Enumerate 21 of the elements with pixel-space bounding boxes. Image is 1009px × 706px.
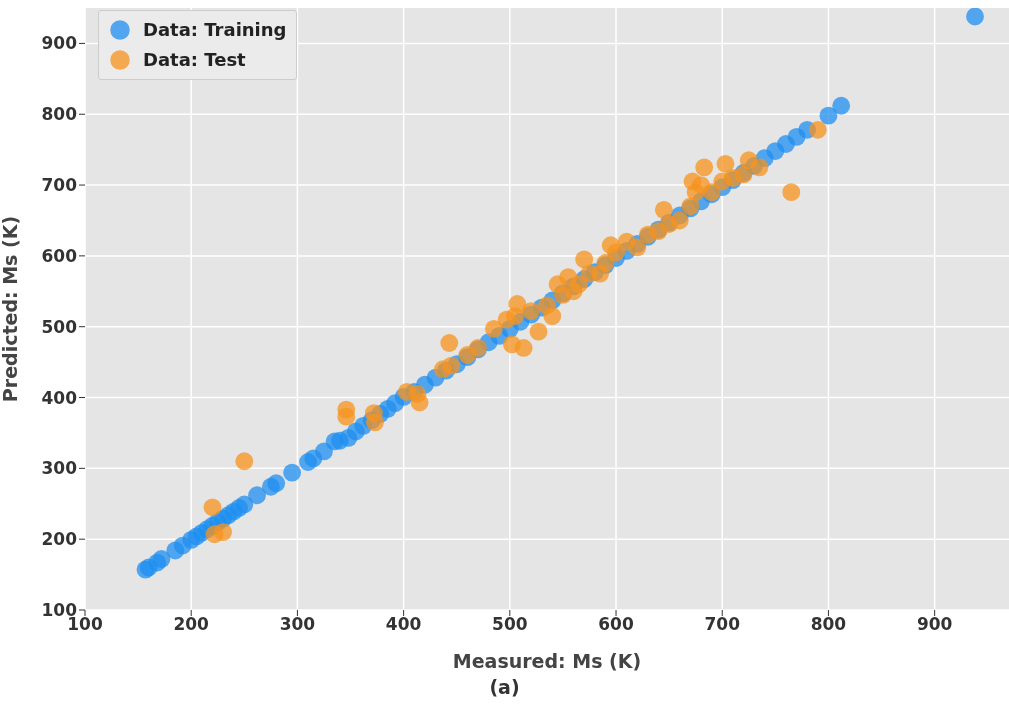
y-tick-label: 800	[41, 104, 78, 125]
x-tick-label: 400	[385, 614, 422, 635]
text: (a)	[488, 676, 521, 698]
y-tick-label: 700	[41, 175, 78, 196]
y-tick-label: 400	[41, 387, 78, 408]
y-tick-label: 600	[41, 245, 78, 266]
x-tick-label: 500	[492, 614, 528, 635]
x-tick-label: 300	[279, 614, 316, 635]
x-tick-label: 200	[173, 614, 210, 635]
y-tick-label: 900	[41, 33, 78, 54]
x-tick-label: 700	[704, 614, 741, 635]
x-tick-label: 600	[598, 614, 634, 635]
y-tick-label: 300	[41, 458, 78, 479]
y-tick-label: 200	[41, 529, 78, 550]
legend-label: Data: Training	[143, 18, 287, 42]
x-axis-title: Measured: Ms (K)	[452, 650, 642, 672]
y-axis-title: Predicted: Ms (K)	[0, 215, 21, 403]
y-tick-label: 500	[41, 316, 78, 337]
legend-label: Data: Test	[143, 48, 246, 72]
x-tick-label: 900	[916, 614, 953, 635]
x-tick-label: 800	[810, 614, 847, 635]
